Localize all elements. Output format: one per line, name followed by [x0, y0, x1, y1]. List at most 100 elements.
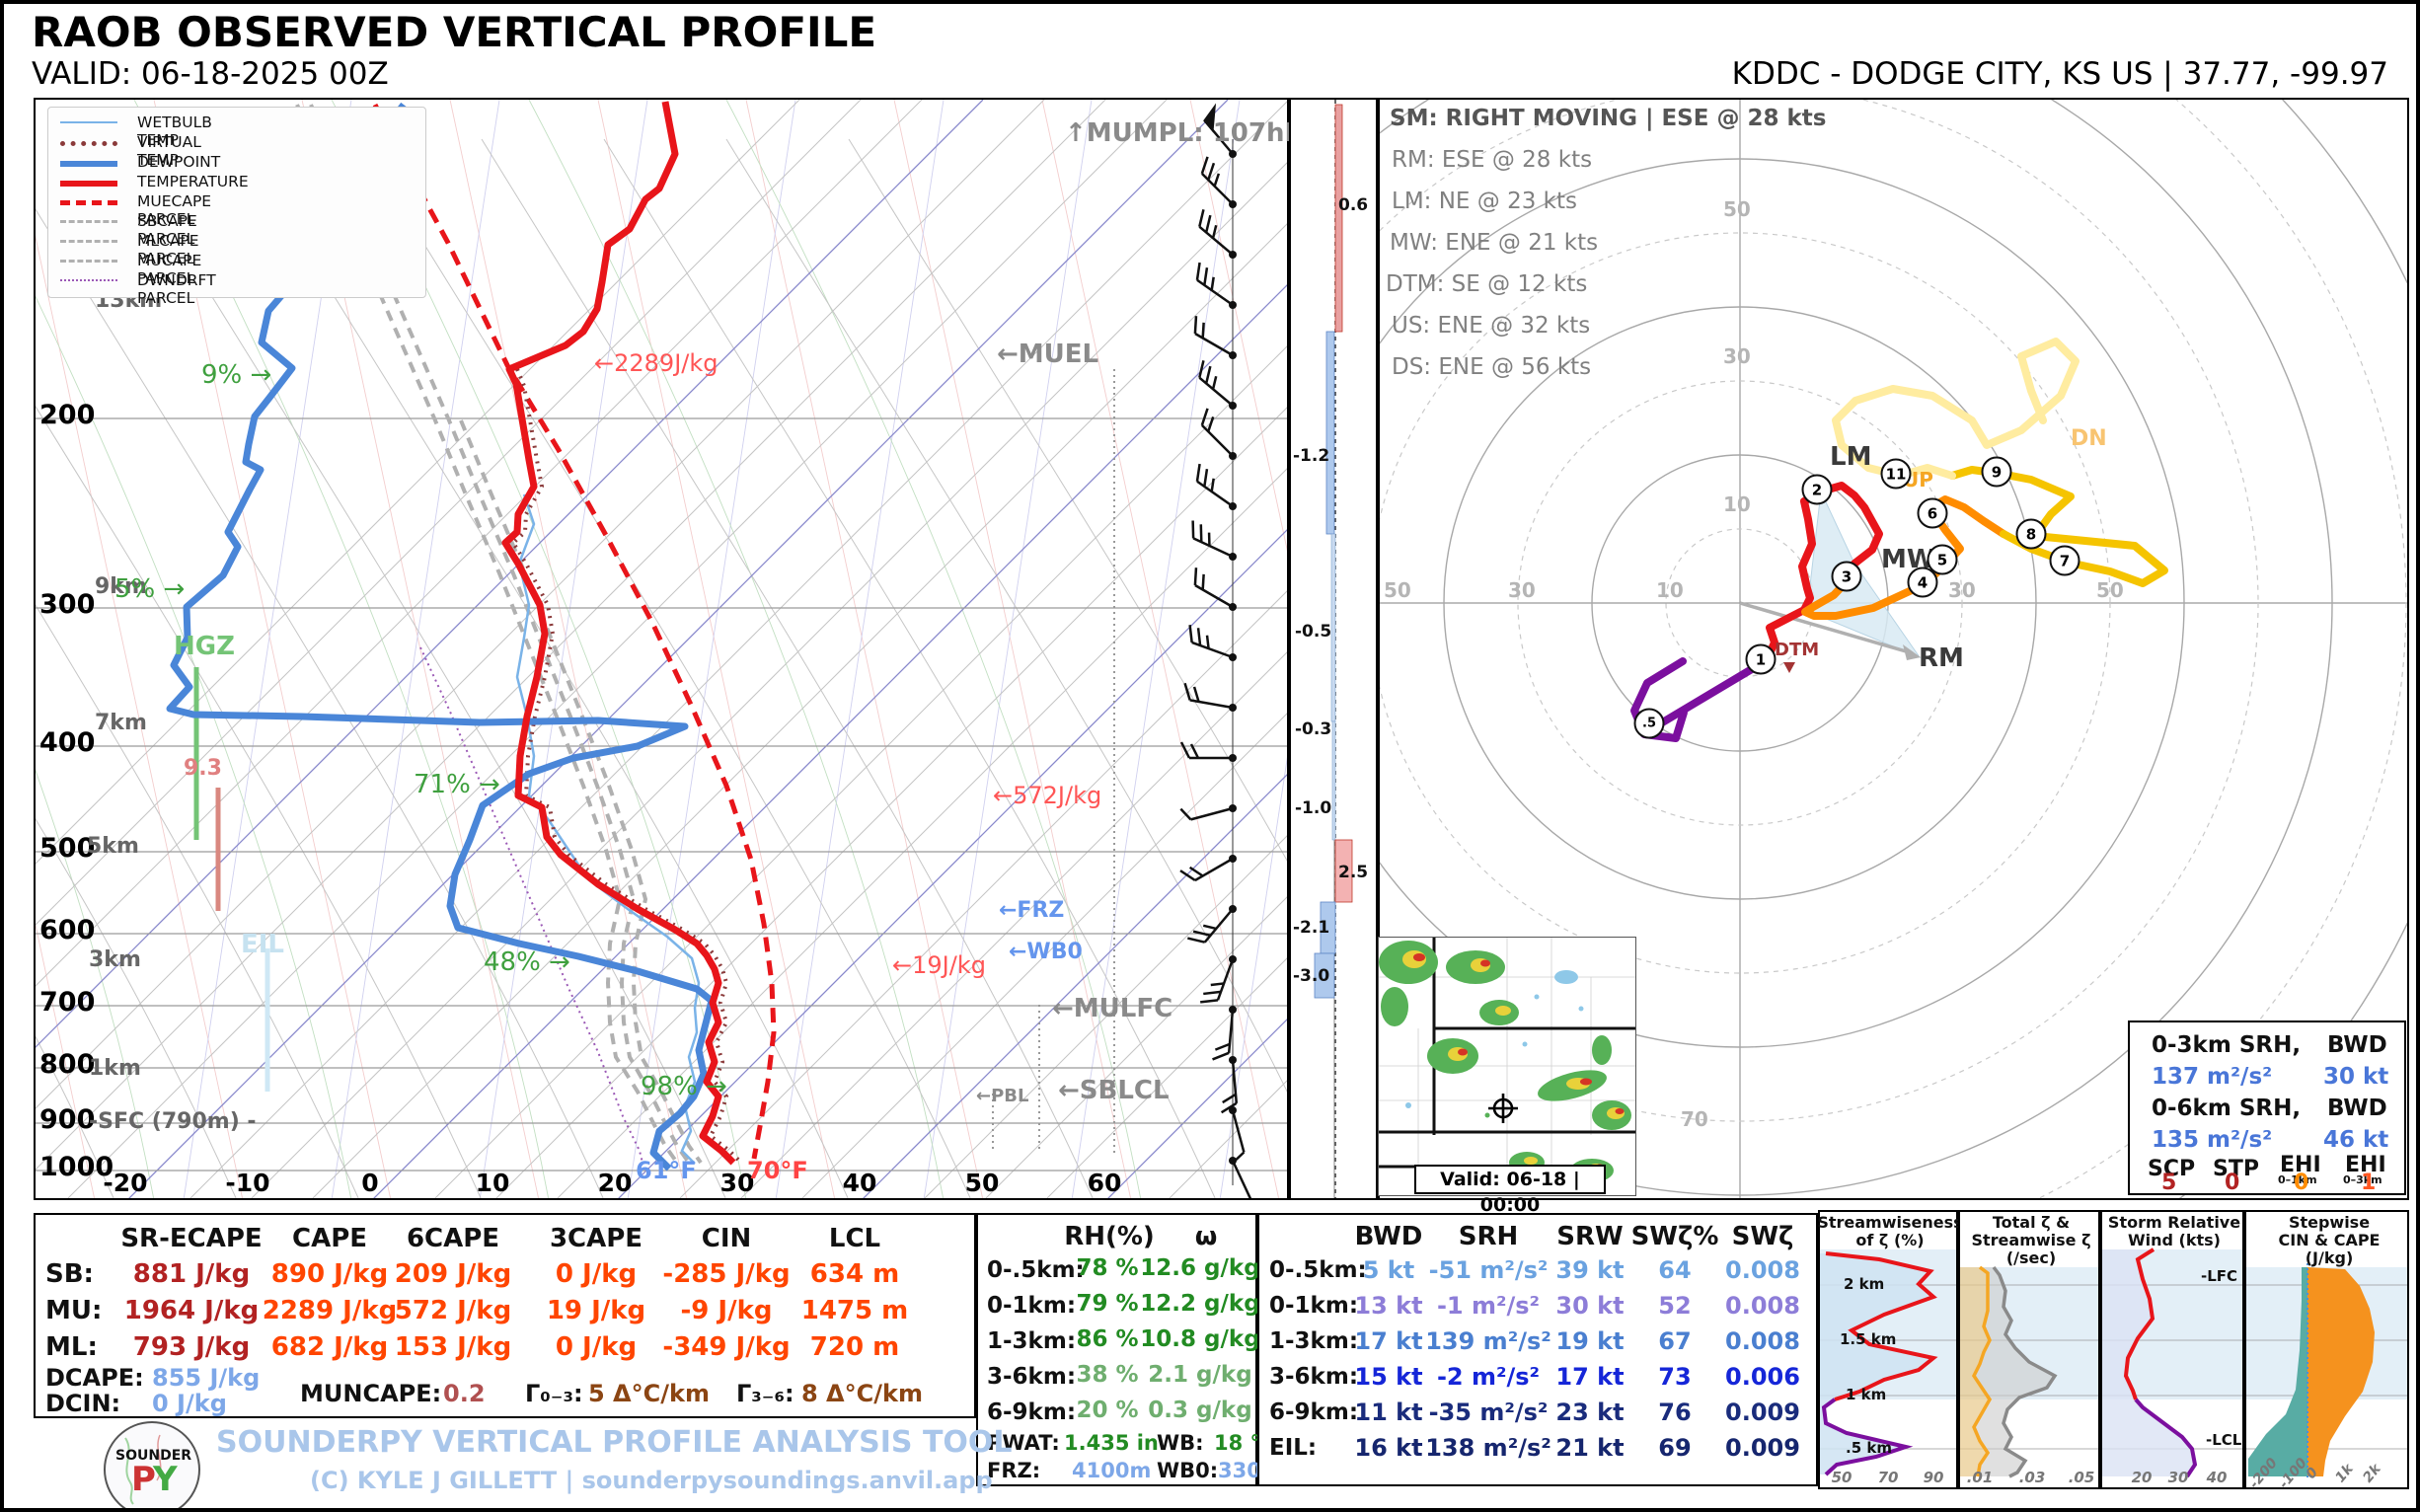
km-label: 2 km: [1844, 1275, 1885, 1293]
kin-row-label: 0-.5km:: [1269, 1257, 1367, 1283]
omega-value: 0.6: [1338, 195, 1369, 215]
temp-tick: 0: [361, 1169, 379, 1197]
swzeta-pct-value: 52: [1658, 1292, 1692, 1320]
omega-plot: [1314, 100, 1353, 1198]
panel-title: Wind (kts): [2128, 1231, 2221, 1249]
skewt-plot: [36, 100, 1287, 1198]
dcape-label: DCAPE:: [45, 1364, 144, 1392]
km-label: .5 km: [1846, 1439, 1892, 1457]
legend-label: VIRTUAL TEMP: [137, 133, 201, 169]
mixratio-value: 0.3 g/kg: [1148, 1398, 1252, 1423]
rh-value: 78 %: [1076, 1255, 1139, 1281]
thermo-value: 209 J/kg: [394, 1259, 512, 1289]
x-tick: 40: [2206, 1469, 2228, 1486]
station-title: KDDC - DODGE CITY, KS US | 37.77, -99.97: [1731, 56, 2388, 92]
km-label: 1.5 km: [1840, 1330, 1897, 1348]
muel-annotation: ←MUEL: [997, 340, 1099, 369]
hodograph-plot: [1380, 100, 2407, 1198]
srw-value: 23 kt: [1555, 1399, 1625, 1426]
legend-line-sbcape: [60, 220, 117, 223]
srh6-header: 0-6km SRH,: [2152, 1096, 2302, 1121]
thermo-value: 1475 m: [800, 1296, 909, 1325]
panel-title: Total ζ &: [1992, 1213, 2071, 1232]
thermo-value: 890 J/kg: [270, 1259, 389, 1289]
height-label: 5km: [87, 834, 139, 859]
legend-label: TEMPERATURE: [137, 173, 249, 190]
dcin-value: 0 J/kg: [152, 1390, 227, 1417]
total-zeta-panel: Total ζ & Streamwise ζ (/sec) .01 .03 .0…: [1958, 1210, 2100, 1489]
thermo-value: -349 J/kg: [662, 1332, 791, 1362]
footer-credit: (C) KYLE J GILLETT | sounderpysoundings.…: [310, 1467, 993, 1494]
hodo-marker: 7: [2049, 545, 2080, 576]
rh-annotation: 48% →: [484, 947, 570, 977]
kin-row-label: 0-1km:: [1269, 1293, 1359, 1319]
thermo-header: 6CAPE: [406, 1224, 500, 1253]
srh-value: -1 m²/s²: [1436, 1292, 1541, 1320]
kin-header: BWD: [1354, 1222, 1423, 1251]
srh-value: -2 m²/s²: [1436, 1363, 1541, 1391]
temp-tick: 40: [842, 1169, 877, 1197]
thermo-value: 793 J/kg: [132, 1332, 251, 1362]
legend-line-virtual: [60, 141, 117, 146]
panel-title: of ζ (%): [1855, 1231, 1925, 1249]
panel-title: Storm Relative: [2107, 1213, 2241, 1232]
panel-title: Streamwiseness: [1817, 1213, 1963, 1232]
lfc-marker: -LFC: [2201, 1267, 2238, 1285]
legend-line-muecape: [60, 200, 117, 205]
ehi3-header: EHI: [2345, 1153, 2386, 1177]
thermo-value: 634 m: [809, 1259, 900, 1289]
rh-annotation: 71% →: [414, 770, 500, 799]
radar-inset: Valid: 06-18 | 00:00: [1378, 937, 1636, 1216]
kin-row-label: 3-6km:: [1269, 1364, 1359, 1390]
bwd-value: 13 kt: [1354, 1292, 1423, 1320]
thermo-value: 720 m: [809, 1332, 900, 1362]
scp-header: SCP: [2148, 1157, 2196, 1181]
radar-echoes: [1379, 941, 1631, 1182]
ring-label: 30: [1508, 578, 1536, 602]
logo-p: P: [131, 1460, 156, 1499]
rh-value: 86 %: [1076, 1326, 1139, 1352]
moisture-row-label: 1-3km:: [987, 1328, 1077, 1354]
ehi1-header: EHI: [2280, 1153, 2321, 1177]
dewpoint-trace: [166, 102, 716, 1172]
kinematics-table-box: [1257, 1213, 1818, 1486]
ring-label: 30: [1723, 344, 1751, 368]
dtm-marker: [1783, 662, 1795, 673]
pressure-tick: 900: [39, 1104, 96, 1135]
moisture-row-label: 0-.5km:: [987, 1257, 1085, 1283]
skewt-grid-red: [36, 100, 1287, 1198]
legend-label: MUECAPE PARCEL: [137, 192, 212, 228]
hodo-marker: 9: [1981, 456, 2012, 488]
cape6-value-annotation: ←572J/kg: [993, 782, 1102, 809]
frz-annotation: ←FRZ: [999, 898, 1065, 923]
srh-value: 138 m²/s²: [1425, 1434, 1551, 1462]
mixratio-value: 12.2 g/kg: [1140, 1291, 1260, 1317]
height-label: 1km: [89, 1056, 141, 1081]
frz-value: 4100m: [1072, 1459, 1152, 1482]
panel-title: Stepwise: [2288, 1213, 2371, 1232]
lapse36-value: 8 Δ°C/km: [801, 1380, 923, 1407]
page-title: RAOB OBSERVED VERTICAL PROFILE: [32, 8, 877, 56]
srw-value: 19 kt: [1555, 1327, 1625, 1355]
dcin-label: DCIN:: [45, 1390, 121, 1417]
rh-value: 79 %: [1076, 1291, 1139, 1317]
swzeta-pct-value: 64: [1658, 1256, 1692, 1284]
panel-title: Streamwise ζ: [1971, 1231, 2091, 1249]
rh-annotation: 5% →: [114, 574, 186, 604]
hodo-marker: 11: [1880, 458, 1912, 490]
panel-title: (/sec): [2005, 1248, 2057, 1267]
bwd6-value: 46 kt: [2323, 1127, 2389, 1153]
temp-tick: -10: [225, 1169, 270, 1197]
ring-label: 50: [1384, 578, 1411, 602]
wb0-label: WB0:: [1157, 1459, 1219, 1482]
ring-label: 70: [1681, 1107, 1708, 1131]
srw-value: 30 kt: [1555, 1292, 1625, 1320]
skewt-grid-isotherms: [36, 100, 1287, 1198]
srw-value: 39 kt: [1555, 1256, 1625, 1284]
swzeta-pct-value: 69: [1658, 1434, 1692, 1462]
ehi3-value: 1: [2361, 1171, 2377, 1195]
ring-label: 10: [1656, 578, 1684, 602]
ehi1-value: 0: [2294, 1171, 2309, 1195]
thermo-value: -285 J/kg: [662, 1259, 791, 1289]
